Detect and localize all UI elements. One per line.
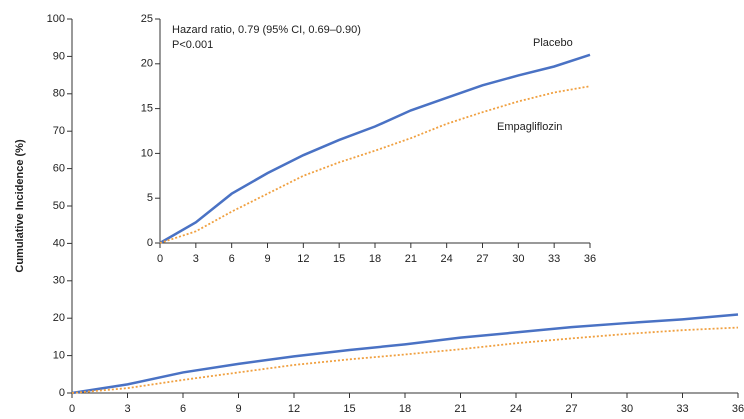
- x-tick-label: 24: [510, 403, 522, 415]
- x-tick-label: 6: [180, 403, 186, 415]
- x-tick-label: 12: [288, 403, 300, 415]
- x-tick-label: 15: [343, 403, 355, 415]
- series-label: Empagliflozin: [497, 121, 562, 133]
- x-tick-label: 18: [399, 403, 411, 415]
- y-axis-label: Cumulative Incidence (%): [14, 139, 26, 273]
- annotation: Hazard ratio, 0.79 (95% CI, 0.69–0.90): [172, 24, 361, 36]
- x-tick-label: 33: [548, 253, 560, 265]
- x-tick-label: 3: [193, 253, 199, 265]
- y-tick-label: 10: [53, 350, 65, 362]
- x-tick-label: 33: [676, 403, 688, 415]
- x-tick-label: 9: [264, 253, 270, 265]
- x-tick-label: 30: [621, 403, 633, 415]
- x-tick-label: 3: [124, 403, 130, 415]
- x-tick-label: 36: [584, 253, 596, 265]
- x-tick-label: 27: [476, 253, 488, 265]
- x-tick-label: 30: [512, 253, 524, 265]
- x-tick-label: 36: [732, 403, 744, 415]
- y-tick-label: 0: [59, 387, 65, 399]
- x-tick-label: 6: [229, 253, 235, 265]
- y-tick-label: 15: [141, 103, 153, 115]
- y-tick-label: 80: [53, 88, 65, 100]
- x-tick-label: 27: [565, 403, 577, 415]
- series-label: Placebo: [533, 37, 573, 49]
- y-tick-label: 90: [53, 50, 65, 62]
- y-tick-label: 40: [53, 237, 65, 249]
- x-tick-label: 12: [297, 253, 309, 265]
- y-tick-label: 60: [53, 163, 65, 175]
- y-tick-label: 70: [53, 125, 65, 137]
- y-tick-label: 5: [147, 192, 153, 204]
- y-tick-label: 10: [141, 147, 153, 159]
- series-line: [160, 86, 590, 243]
- y-tick-label: 25: [141, 13, 153, 25]
- y-tick-label: 100: [47, 13, 65, 25]
- y-tick-label: 50: [53, 200, 65, 212]
- x-tick-label: 18: [369, 253, 381, 265]
- x-tick-label: 15: [333, 253, 345, 265]
- x-tick-label: 0: [157, 253, 163, 265]
- x-tick-label: 0: [69, 403, 75, 415]
- x-tick-label: 21: [405, 253, 417, 265]
- y-tick-label: 30: [53, 275, 65, 287]
- x-tick-label: 21: [454, 403, 466, 415]
- series-line: [72, 328, 738, 393]
- y-tick-label: 20: [141, 58, 153, 70]
- x-tick-label: 24: [441, 253, 453, 265]
- x-tick-label: 9: [235, 403, 241, 415]
- chart: Cumulative Incidence (%) Hazard ratio, 0…: [0, 0, 744, 419]
- y-tick-label: 0: [147, 237, 153, 249]
- annotation: P<0.001: [172, 39, 213, 51]
- y-tick-label: 20: [53, 312, 65, 324]
- series-line: [160, 55, 590, 243]
